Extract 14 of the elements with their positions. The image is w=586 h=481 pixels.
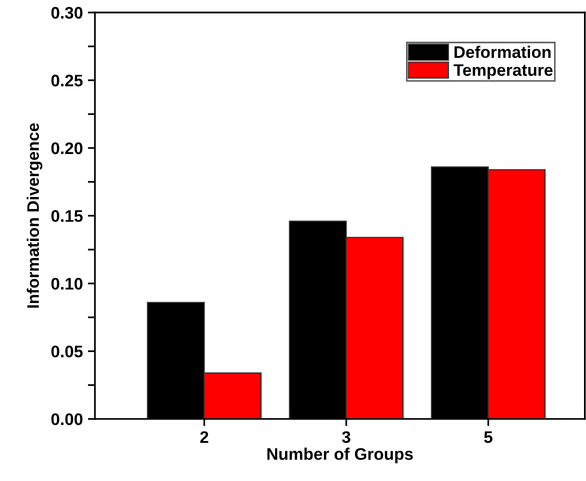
x-tick-label: 3	[342, 431, 350, 444]
y-tick-label: 0.00	[51, 413, 82, 426]
x-axis-title: Number of Groups	[267, 448, 413, 464]
y-tick-label: 0.10	[51, 278, 82, 290]
x-tick-label: 2	[200, 431, 208, 443]
y-tick-label: 0.20	[51, 142, 82, 154]
legend-label: Temperature	[454, 64, 553, 80]
y-axis-title: Information Divergence	[26, 123, 42, 308]
y-tick-label: 0.25	[51, 74, 83, 86]
y-tick-label: 0.30	[51, 6, 82, 19]
y-tick-label: 0.05	[51, 346, 83, 358]
x-tick-label: 5	[484, 431, 492, 443]
y-tick-label: 0.15	[51, 210, 83, 222]
legend-label: Deformation	[454, 46, 551, 58]
